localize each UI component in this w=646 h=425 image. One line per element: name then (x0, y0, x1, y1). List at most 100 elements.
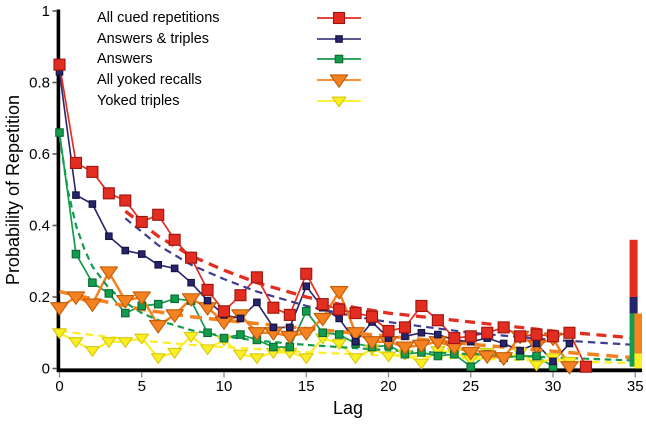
y-tick-label: 1 (42, 3, 50, 20)
marker-1 (88, 200, 97, 208)
marker-0 (546, 330, 560, 343)
marker-2 (466, 362, 476, 372)
marker-0 (431, 314, 444, 327)
legend-label: Answers & triples (97, 30, 210, 47)
marker-2 (203, 328, 212, 338)
marker-3 (148, 320, 168, 334)
legend-swatch-icon (316, 92, 362, 110)
marker-0 (250, 271, 263, 284)
marker-2 (219, 333, 229, 343)
marker-3 (116, 294, 135, 309)
marker-1 (285, 323, 294, 332)
marker-1 (170, 264, 179, 273)
marker-2 (236, 330, 245, 339)
marker-0 (530, 328, 543, 341)
marker-4 (101, 337, 117, 348)
x-tick-label: 5 (138, 378, 146, 395)
marker-3 (395, 341, 415, 355)
marker-0 (365, 310, 379, 323)
marker-0 (300, 267, 313, 280)
end-bar-segment (634, 313, 642, 354)
marker-4 (233, 349, 248, 361)
marker-3 (83, 298, 102, 312)
marker-3 (50, 302, 69, 316)
x-tick-label: 0 (55, 378, 63, 395)
marker-0 (415, 299, 428, 312)
marker-1 (137, 250, 146, 258)
legend-swatch-icon (316, 30, 362, 48)
marker-3 (297, 327, 316, 341)
marker-4 (414, 358, 429, 370)
marker-1 (565, 339, 574, 348)
marker-4 (85, 346, 100, 357)
y-tick-label: 0.8 (29, 75, 50, 92)
end-bar-segment (629, 297, 638, 314)
marker-1 (401, 332, 409, 341)
marker-1 (203, 296, 212, 305)
legend-swatch-icon (316, 9, 362, 27)
marker-2 (55, 128, 64, 137)
y-axis-title: Probability of Repetition (3, 94, 23, 286)
marker-4 (167, 347, 183, 359)
legend-item-yoked-triples: Yoked triples (97, 92, 361, 110)
marker-1 (253, 298, 261, 307)
legend-swatch-icon (316, 71, 362, 89)
marker-0 (168, 233, 181, 246)
legend-item-answers: Answers (97, 50, 361, 68)
marker-3 (346, 327, 365, 341)
marker-3 (99, 266, 119, 280)
x-axis-title: Lag (332, 398, 364, 418)
marker-0 (464, 330, 477, 343)
marker-2 (88, 278, 97, 288)
marker-0 (135, 215, 148, 228)
marker-2 (318, 328, 328, 338)
marker-3 (329, 286, 349, 300)
marker-1 (269, 323, 278, 332)
marker-2 (153, 299, 163, 309)
marker-1 (302, 282, 311, 291)
x-tick-label: 20 (380, 378, 397, 395)
marker-4 (150, 353, 166, 365)
end-bar-segment (629, 239, 638, 297)
x-tick-label: 35 (627, 378, 644, 395)
end-bar-segment (634, 353, 642, 369)
marker-4 (249, 353, 265, 365)
marker-0 (497, 321, 510, 334)
marker-4 (200, 344, 215, 356)
marker-3 (132, 291, 151, 305)
marker-0 (234, 289, 247, 302)
marker-4 (529, 360, 544, 372)
marker-2 (71, 249, 81, 259)
marker-2 (104, 289, 114, 298)
marker-3 (412, 339, 431, 354)
legend-swatch-icon (316, 50, 362, 68)
marker-0 (563, 326, 576, 339)
marker-1 (154, 261, 162, 269)
marker-2 (269, 342, 278, 352)
marker-1 (417, 328, 426, 337)
marker-1 (121, 246, 130, 255)
marker-1 (351, 337, 360, 346)
end-bar-segment (629, 313, 638, 367)
legend-item-all-yoked-recalls: All yoked recalls (97, 71, 361, 89)
marker-0 (69, 156, 82, 169)
marker-0 (86, 165, 99, 178)
marker-3 (494, 352, 513, 366)
legend-item-answers-triples: Answers & triples (97, 30, 361, 48)
marker-0 (349, 307, 362, 320)
marker-1 (72, 191, 80, 199)
fit-line-2 (58, 135, 636, 362)
marker-1 (532, 339, 541, 348)
y-tick-label: 0.2 (29, 289, 50, 306)
marker-0 (316, 298, 329, 311)
marker-0 (102, 187, 115, 200)
marker-2 (170, 294, 179, 304)
marker-0 (382, 324, 395, 338)
marker-0 (514, 330, 527, 343)
legend-item-all-cued-repetitions: All cued repetitions (97, 9, 361, 27)
marker-0 (217, 305, 231, 318)
marker-1 (236, 314, 245, 323)
x-tick-label: 15 (298, 378, 315, 395)
